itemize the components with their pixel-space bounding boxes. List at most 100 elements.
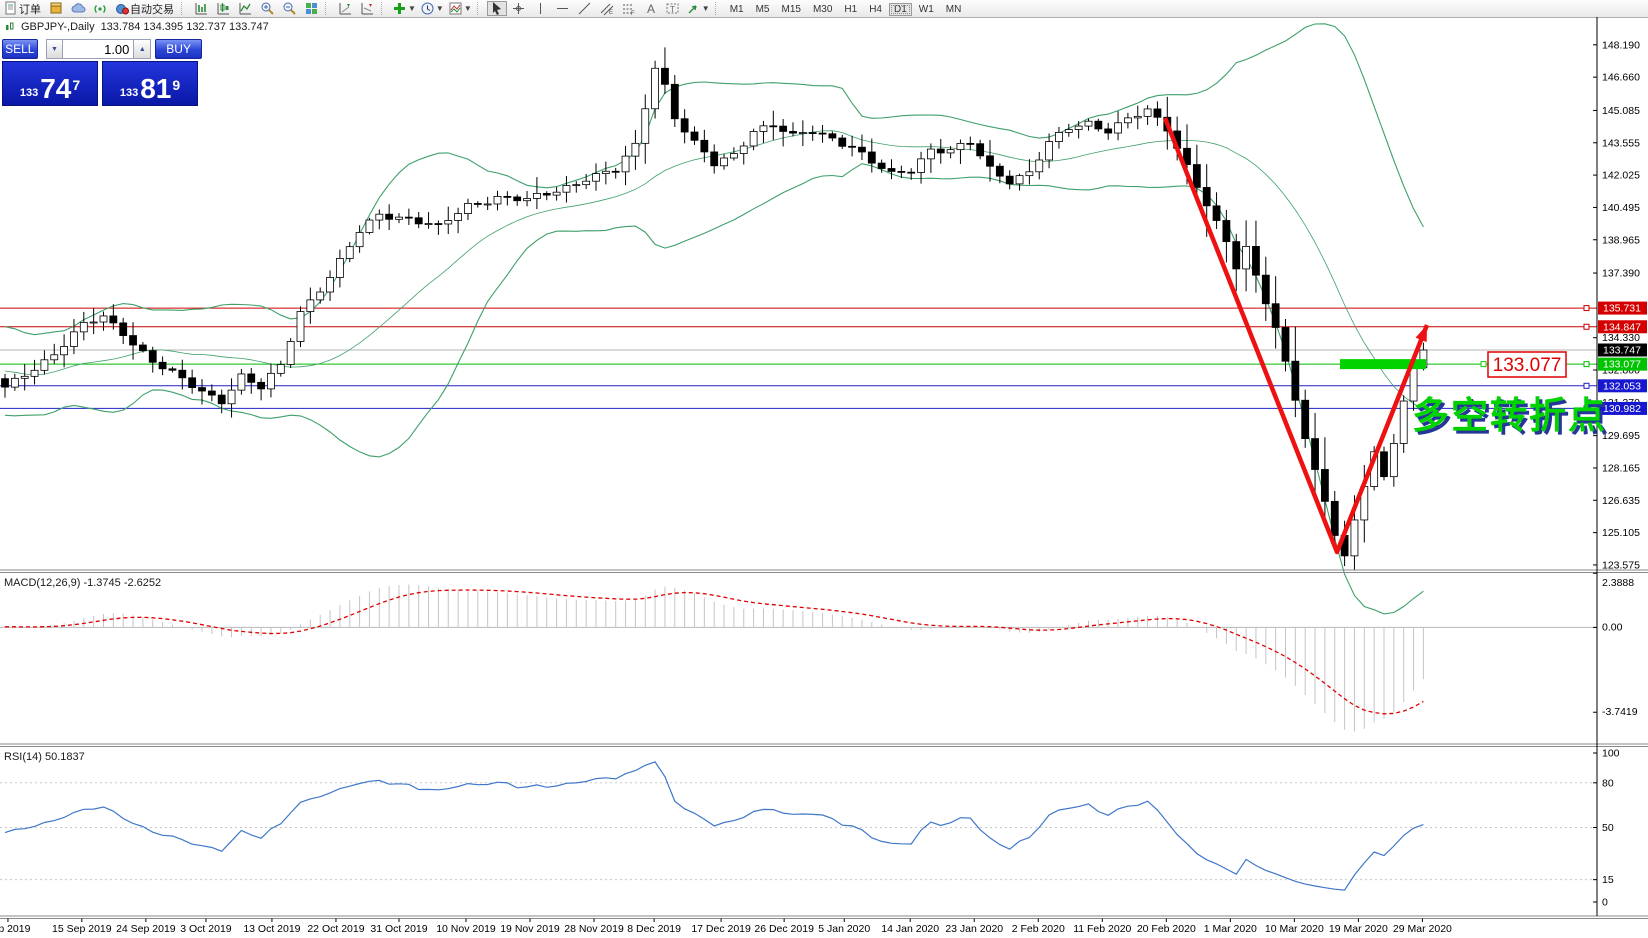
lot-decrease-button[interactable]: ▼	[45, 39, 64, 59]
price-axis-label: 125.105	[1602, 527, 1640, 539]
candle-body	[276, 364, 285, 374]
timeframe-m30[interactable]: M30	[812, 3, 833, 15]
candle-body	[473, 203, 482, 205]
candle-body	[690, 131, 699, 141]
price-callout-box[interactable]	[1487, 351, 1567, 378]
lot-input[interactable]	[63, 39, 134, 59]
macd-label: MACD(12,26,9) -1.3745 -2.6252	[4, 577, 161, 589]
timeframe-bar: M1 M5 M15 M30 H1 H4 D1 W1 MN	[724, 2, 968, 16]
candle-body	[1084, 120, 1093, 127]
candle-body	[247, 373, 256, 383]
rsi-line	[4, 761, 1424, 891]
lot-increase-button[interactable]: ▲	[133, 39, 152, 59]
autotrading-button[interactable]: 自动交易	[112, 1, 177, 16]
price-axis-label: 138.965	[1602, 234, 1640, 246]
line-chart-icon[interactable]	[235, 1, 255, 16]
new-order-button[interactable]: 订单	[1, 1, 44, 16]
sell-price-panel[interactable]: 133 74 7	[2, 61, 98, 106]
indicator-panels	[0, 584, 1597, 891]
cloud-icon[interactable]	[68, 1, 88, 16]
price-axis-label: 123.575	[1602, 559, 1640, 571]
candle-body	[739, 145, 748, 154]
candle-body	[1045, 141, 1053, 161]
price-axis-label: 146.660	[1602, 72, 1640, 84]
candle-body	[148, 350, 157, 363]
candlestick-chart-icon[interactable]	[213, 1, 233, 16]
line-handle[interactable]	[1480, 361, 1487, 368]
bar-chart-icon[interactable]	[191, 1, 211, 16]
line-handle[interactable]	[1583, 305, 1590, 312]
period-button[interactable]: ▼	[419, 1, 445, 16]
rsi-axis-label: 80	[1602, 777, 1614, 789]
candle-body	[1291, 360, 1300, 401]
toolbar-separator	[181, 2, 187, 15]
candle-body	[414, 217, 423, 225]
price-tag	[1598, 320, 1647, 334]
template-button[interactable]: ▼	[447, 1, 473, 16]
trend-arrow[interactable]	[1162, 117, 1430, 555]
date-label: 23 Jan 2020	[945, 923, 1003, 935]
date-label: 19 Nov 2019	[500, 923, 560, 935]
zoom-out-icon[interactable]	[279, 1, 299, 16]
cursor-tool[interactable]	[486, 1, 507, 16]
candle-body	[306, 299, 315, 312]
tile-windows-icon[interactable]	[301, 1, 321, 16]
candle-body	[1242, 246, 1250, 270]
candle-body	[493, 195, 502, 205]
candle-body	[877, 162, 886, 169]
timeframe-m1[interactable]: M1	[729, 3, 744, 15]
price-tag	[1598, 401, 1647, 415]
candle-body	[976, 143, 985, 157]
trendline-tool[interactable]	[575, 1, 595, 16]
sell-button[interactable]: SELL	[2, 39, 38, 59]
candle-body	[60, 346, 68, 356]
line-handle[interactable]	[1583, 323, 1590, 330]
price-tag-label: 132.053	[1603, 380, 1641, 392]
timeframe-h4[interactable]: H4	[869, 3, 882, 15]
buy-button[interactable]: BUY	[155, 39, 202, 59]
rsi-axis-label: 50	[1602, 822, 1614, 834]
symbol-ohlc: 133.784 134.395 132.737 133.747	[100, 21, 269, 33]
buy-price-panel[interactable]: 133 81 9	[102, 61, 198, 106]
horizontal-line-tool[interactable]	[553, 1, 573, 16]
chevron-down-icon: ▼	[701, 4, 710, 13]
candle-body	[138, 344, 147, 352]
line-handle[interactable]	[1583, 382, 1590, 389]
arrows-tool[interactable]: ▼	[685, 1, 711, 16]
note-text[interactable]: 多空转折点	[1412, 395, 1607, 436]
zoom-in-icon[interactable]	[257, 1, 277, 16]
candle-body	[454, 213, 463, 221]
broadcast-icon[interactable]	[90, 1, 110, 16]
candle-body	[789, 131, 797, 134]
toolbar-separator	[325, 2, 331, 15]
add-indicator-button[interactable]: ▼	[391, 1, 417, 16]
text-tool[interactable]: A	[641, 1, 661, 16]
line-handle[interactable]	[1583, 405, 1590, 412]
text-label-tool[interactable]: T	[663, 1, 683, 16]
line-handle[interactable]	[1583, 361, 1590, 368]
candle-body	[1212, 205, 1221, 221]
vertical-line-tool[interactable]	[531, 1, 551, 16]
candle-body	[79, 321, 88, 333]
crosshair-tool[interactable]	[509, 1, 529, 16]
indicator-window-icon[interactable]	[335, 1, 355, 16]
fibonacci-tool[interactable]: F	[619, 1, 639, 16]
timeframe-h1[interactable]: H1	[844, 3, 858, 15]
candle-body	[20, 375, 29, 379]
candle-body	[995, 165, 1004, 177]
candle-body	[1055, 132, 1063, 142]
indicator-list-icon[interactable]	[357, 1, 377, 16]
timeframe-d1[interactable]: D1	[889, 2, 912, 16]
candle-body	[326, 277, 334, 293]
timeframe-m15[interactable]: M15	[781, 3, 801, 15]
price-tag-label: 133.077	[1603, 359, 1641, 371]
candle-body	[1025, 171, 1034, 177]
timeframe-mn[interactable]: MN	[945, 3, 962, 15]
timeframe-m5[interactable]: M5	[755, 3, 770, 15]
channel-tool[interactable]: E	[597, 1, 617, 16]
history-center-icon[interactable]	[46, 1, 66, 16]
timeframe-w1[interactable]: W1	[918, 3, 934, 15]
candle-body	[1005, 175, 1014, 185]
